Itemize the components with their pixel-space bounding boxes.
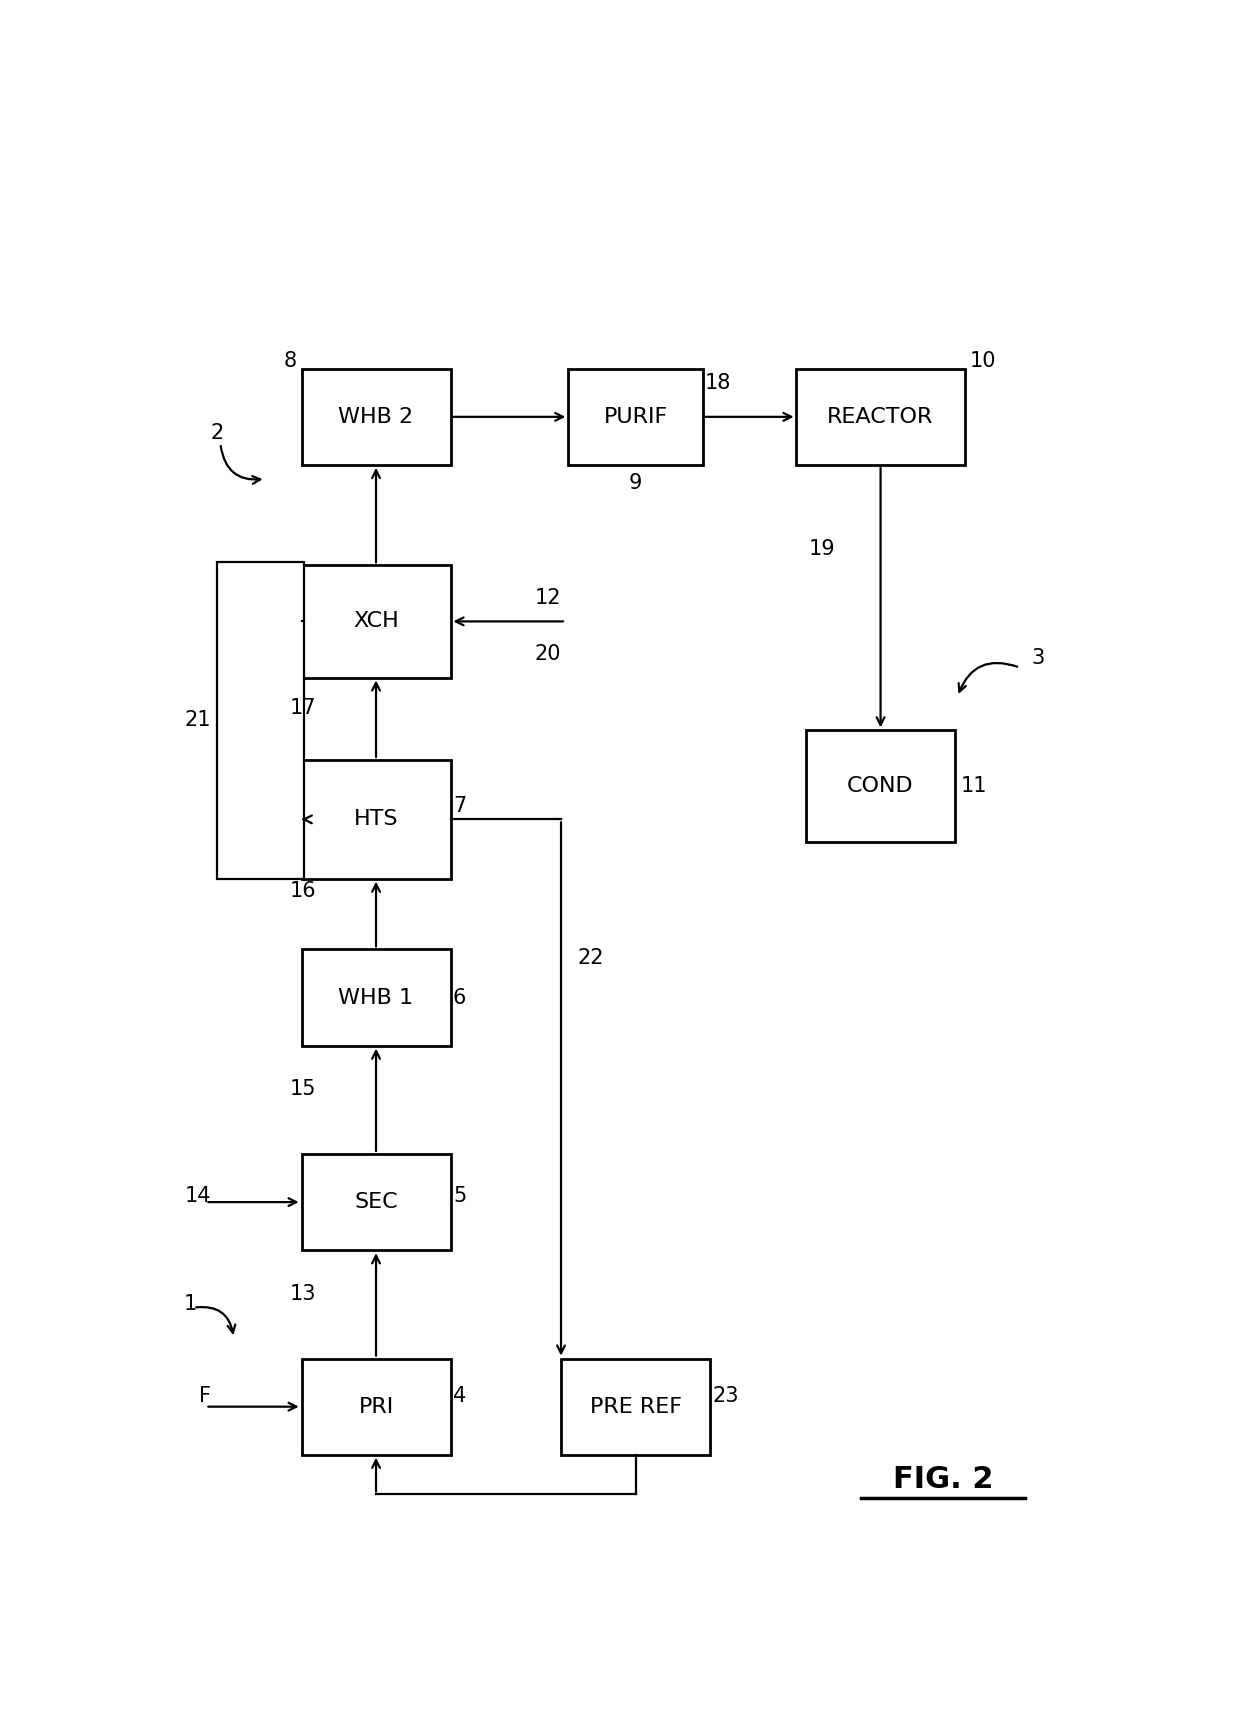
Text: PRI: PRI <box>358 1397 393 1417</box>
Text: 19: 19 <box>808 538 835 559</box>
FancyBboxPatch shape <box>301 1359 450 1455</box>
Text: FIG. 2: FIG. 2 <box>893 1465 993 1495</box>
Text: 6: 6 <box>453 987 466 1008</box>
Text: 12: 12 <box>534 588 560 608</box>
Text: 18: 18 <box>704 374 732 393</box>
Text: WHB 2: WHB 2 <box>339 406 414 427</box>
FancyBboxPatch shape <box>796 369 965 464</box>
FancyBboxPatch shape <box>301 759 450 879</box>
FancyBboxPatch shape <box>301 566 450 677</box>
Text: REACTOR: REACTOR <box>827 406 934 427</box>
Text: SEC: SEC <box>355 1193 398 1212</box>
Text: 20: 20 <box>534 644 560 663</box>
Text: 8: 8 <box>284 351 298 372</box>
Text: 11: 11 <box>960 776 987 797</box>
Text: HTS: HTS <box>353 809 398 830</box>
Text: 13: 13 <box>290 1284 316 1304</box>
Text: 15: 15 <box>290 1080 316 1099</box>
Text: PURIF: PURIF <box>604 406 667 427</box>
Text: 3: 3 <box>1032 648 1044 668</box>
Text: XCH: XCH <box>353 612 399 631</box>
Text: 4: 4 <box>453 1387 466 1405</box>
FancyBboxPatch shape <box>806 730 955 843</box>
Text: 7: 7 <box>453 797 466 816</box>
Text: 2: 2 <box>211 423 224 442</box>
Text: 5: 5 <box>453 1186 466 1205</box>
Text: F: F <box>198 1387 211 1405</box>
Text: PRE REF: PRE REF <box>589 1397 682 1417</box>
Text: 16: 16 <box>290 881 316 902</box>
Text: WHB 1: WHB 1 <box>339 987 414 1008</box>
FancyBboxPatch shape <box>301 369 450 464</box>
Text: 1: 1 <box>184 1294 197 1313</box>
Text: 23: 23 <box>712 1387 739 1405</box>
Text: 17: 17 <box>290 698 316 718</box>
FancyBboxPatch shape <box>217 562 304 879</box>
FancyBboxPatch shape <box>301 1154 450 1250</box>
Text: 21: 21 <box>185 710 211 730</box>
Text: 9: 9 <box>629 473 642 494</box>
Text: 22: 22 <box>578 948 604 968</box>
FancyBboxPatch shape <box>301 950 450 1046</box>
FancyBboxPatch shape <box>568 369 703 464</box>
Text: 10: 10 <box>970 351 997 372</box>
FancyBboxPatch shape <box>560 1359 711 1455</box>
Text: 14: 14 <box>185 1186 211 1205</box>
Text: COND: COND <box>847 776 914 797</box>
